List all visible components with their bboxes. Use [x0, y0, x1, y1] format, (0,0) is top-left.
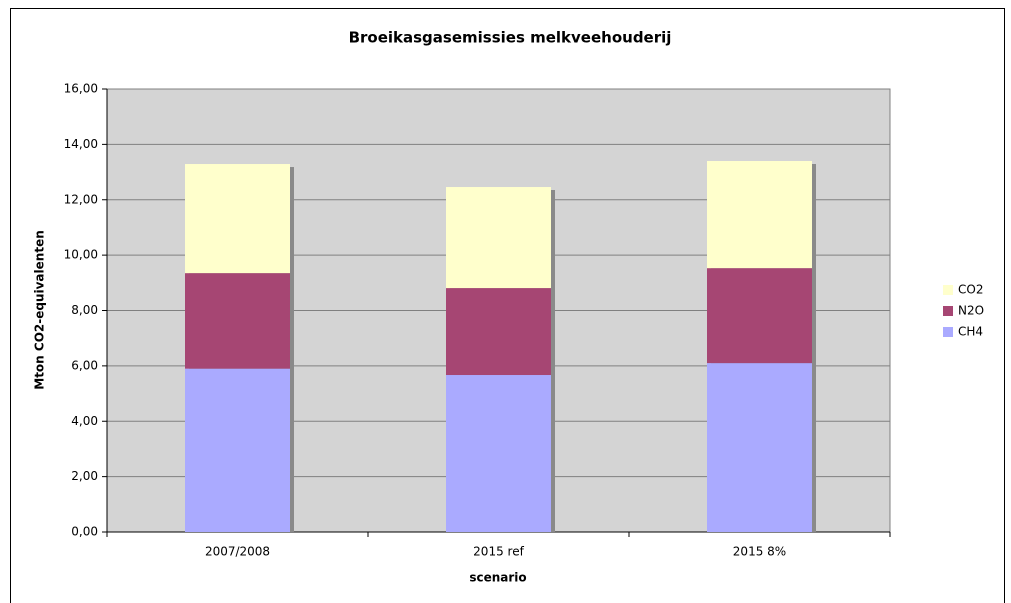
x-tick-label: 2015 8%	[733, 545, 786, 559]
legend-label: CH4	[958, 325, 983, 339]
legend-label: CO2	[958, 283, 983, 297]
bar-segment	[707, 160, 812, 269]
y-tick-label: 16,00	[64, 82, 98, 96]
bar-segment	[446, 375, 551, 532]
bar-segment	[707, 268, 812, 364]
y-tick-label: 10,00	[64, 248, 98, 262]
x-tick-label: 2015 ref	[473, 545, 524, 559]
bar-segment	[707, 363, 812, 532]
chart-title: Broeikasgasemissies melkveehouderij	[349, 29, 672, 47]
y-tick-label: 8,00	[71, 303, 98, 317]
y-tick-label: 0,00	[71, 525, 98, 539]
y-tick-label: 6,00	[71, 358, 98, 372]
legend-label: N2O	[958, 304, 984, 318]
legend-swatch	[943, 285, 953, 295]
y-axis-title: Mton CO2-equivalenten	[33, 230, 47, 390]
legend-swatch	[943, 327, 953, 337]
y-tick-label: 2,00	[71, 469, 98, 483]
x-tick-label: 2007/2008	[205, 545, 270, 559]
x-axis-title: scenario	[469, 571, 526, 585]
bar-segment	[185, 164, 290, 274]
y-tick-label: 14,00	[64, 137, 98, 151]
bar-segment	[185, 368, 290, 532]
bar-segment	[446, 288, 551, 376]
bar-segment	[185, 273, 290, 369]
y-tick-label: 4,00	[71, 414, 98, 428]
legend-swatch	[943, 306, 953, 316]
bar-segment	[446, 187, 551, 289]
y-tick-label: 12,00	[64, 192, 98, 206]
